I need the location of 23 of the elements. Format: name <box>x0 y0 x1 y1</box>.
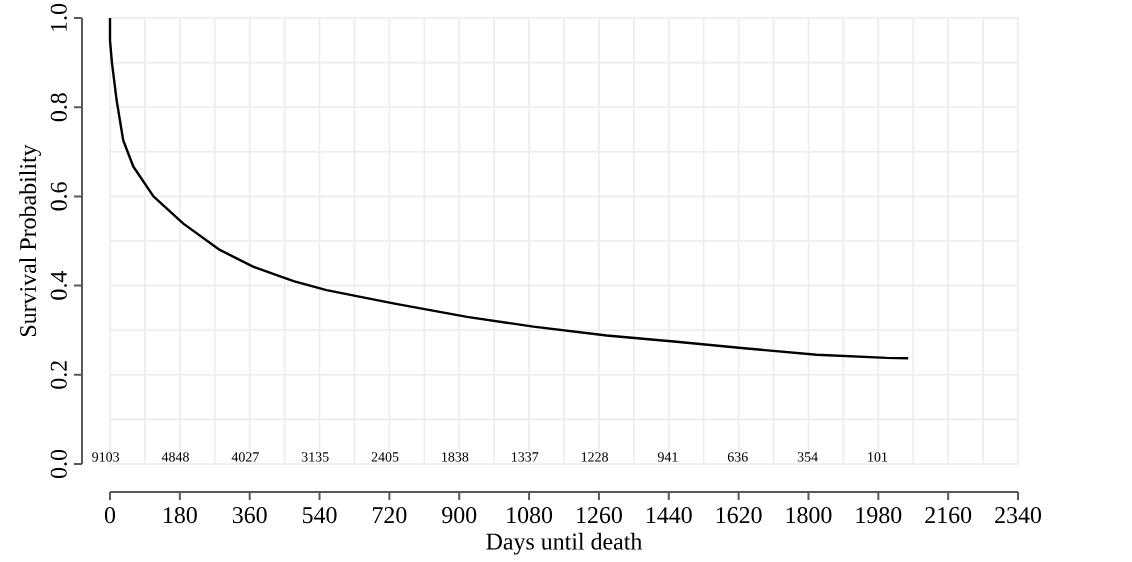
x-tick-label: 1980 <box>856 507 902 524</box>
y-axis-title: Survival Probability <box>19 144 42 337</box>
x-tick-label: 1080 <box>507 507 553 524</box>
x-tick-label: 1440 <box>646 507 692 524</box>
x-tick-label: 720 <box>373 507 407 524</box>
y-tick-label: 1.0 <box>50 3 67 31</box>
y-tick-label: 0.6 <box>50 182 67 211</box>
x-tick-label: 540 <box>302 507 337 524</box>
x-tick-label: 180 <box>164 507 197 524</box>
x-tick-label: 1260 <box>577 507 622 524</box>
x-tick-label: 1620 <box>716 507 762 524</box>
x-axis-title: Days until death <box>486 532 643 555</box>
x-tick-label: 2160 <box>925 507 972 524</box>
y-tick-label: 0.8 <box>50 93 67 122</box>
x-tick-label: 0 <box>104 507 116 524</box>
x-tick-label: 2340 <box>995 507 1041 524</box>
x-tick-label: 1800 <box>786 507 832 524</box>
y-tick-label: 0.2 <box>50 361 67 389</box>
y-tick-label: 0.4 <box>50 271 67 300</box>
x-tick-label: 360 <box>232 507 267 524</box>
x-tick-label: 900 <box>442 507 477 524</box>
y-tick-label: 0.0 <box>50 449 67 479</box>
line-series <box>108 16 910 360</box>
